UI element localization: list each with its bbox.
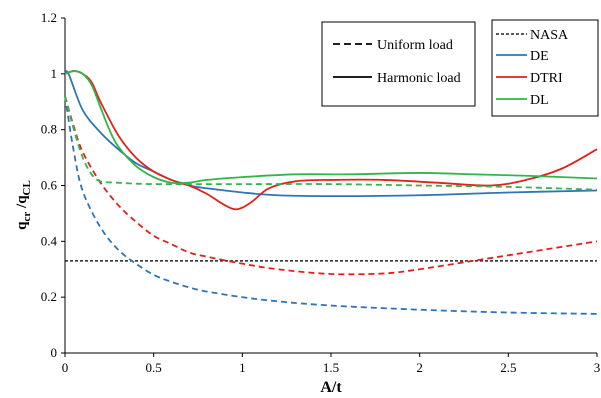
series-lines — [64, 70, 598, 315]
y-tick-label: 0.2 — [41, 289, 57, 304]
legend-de-label: DE — [530, 49, 549, 64]
x-axis-title: A/t — [320, 379, 342, 396]
x-tick-label: 0 — [62, 360, 69, 375]
legend-nasa-label: NASA — [530, 28, 569, 43]
legend-dtri-label: DTRI — [530, 71, 563, 86]
y-axis-title: qcr /qCL — [14, 180, 33, 230]
x-tick-label: 2.5 — [500, 360, 516, 375]
legend-methods-box — [491, 19, 599, 117]
x-tick-label: 2 — [416, 360, 423, 375]
series-line-dtri-solid — [64, 70, 598, 211]
x-tick-label: 1 — [239, 360, 246, 375]
y-tick-label: 1 — [51, 66, 58, 81]
y-tick-label: 1.2 — [41, 10, 57, 25]
legend-load-type: Uniform load Harmonic load — [321, 21, 476, 107]
axes: 0 0.2 0.4 0.6 0.8 1 1.2 0 0.5 1 1.5 2 2.5 3 — [41, 10, 601, 375]
series-line-dl-dashed — [64, 95, 598, 191]
x-tick-label: 0.5 — [146, 360, 162, 375]
y-tick-label: 0 — [51, 345, 58, 360]
series-line-dtri-dashed — [64, 95, 598, 276]
series-line-de-dashed — [64, 96, 598, 315]
y-tick-label: 0.4 — [41, 233, 58, 248]
x-tick-label: 1.5 — [323, 360, 339, 375]
legend-harmonic-label: Harmonic load — [377, 71, 461, 86]
legend-dl-label: DL — [530, 93, 549, 108]
legend-load-type-box — [321, 21, 476, 107]
legend-uniform-label: Uniform load — [377, 38, 453, 53]
series-line-dl-solid — [64, 70, 598, 185]
y-tick-label: 0.8 — [41, 122, 57, 137]
y-tick-label: 0.6 — [41, 178, 58, 193]
x-tick-label: 3 — [594, 360, 601, 375]
legend-methods: NASA DE DTRI DL — [491, 19, 599, 117]
